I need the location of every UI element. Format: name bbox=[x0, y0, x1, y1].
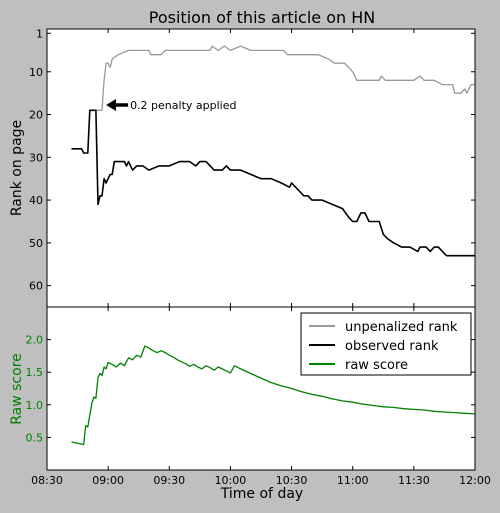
x-tick-label: 10:00 bbox=[215, 474, 247, 487]
score-panel: 0.5 1.0 1.5 2.0 08:30 09:00 09:30 10:00 10:30 11:… bbox=[26, 306, 491, 487]
y-tick-label: 50 bbox=[29, 237, 43, 250]
x-axis-label: Time of day bbox=[220, 486, 303, 502]
y-tick-label: 2.0 bbox=[26, 334, 44, 347]
y-tick-label: 30 bbox=[29, 151, 43, 164]
y-tick-label: 60 bbox=[29, 280, 43, 293]
y-tick-label: 10 bbox=[29, 66, 43, 79]
x-tick-label: 11:00 bbox=[337, 474, 369, 487]
series-line-observed-rank bbox=[71, 109, 475, 257]
x-tick-label: 11:30 bbox=[398, 474, 430, 487]
legend-label-raw-score: raw score bbox=[345, 358, 408, 373]
bottom-y-axis-label: Raw score bbox=[9, 353, 25, 425]
y-tick-label: 40 bbox=[29, 194, 43, 207]
rank-panel: 1 10 20 30 40 50 60 0.2 penalty applied bbox=[29, 27, 476, 308]
x-tick-label: 12:00 bbox=[459, 474, 491, 487]
legend-label-observed-rank: observed rank bbox=[345, 339, 439, 354]
x-tick-label: 09:30 bbox=[153, 474, 185, 487]
legend-label-unpenalized-rank: unpenalized rank bbox=[345, 320, 458, 335]
chart-title: Position of this article on HN bbox=[149, 8, 375, 27]
y-tick-label: 1 bbox=[36, 27, 43, 40]
annotation-text: 0.2 penalty applied bbox=[130, 99, 236, 112]
y-tick-label: 1.5 bbox=[26, 366, 44, 379]
series-line-raw-score bbox=[71, 345, 476, 446]
annotation-arrow-head bbox=[106, 98, 117, 111]
x-tick-label: 09:00 bbox=[92, 474, 124, 487]
rank-plot-area bbox=[47, 29, 475, 307]
series-line-unpenalized-rank bbox=[95, 45, 475, 111]
x-tick-label: 10:30 bbox=[276, 474, 308, 487]
score-plot-frame bbox=[46, 306, 476, 471]
y-tick-label: 0.5 bbox=[26, 431, 44, 444]
y-tick-label: 20 bbox=[29, 109, 43, 122]
x-tick-label: 08:30 bbox=[31, 474, 63, 487]
y-tick-label: 1.0 bbox=[26, 399, 44, 412]
top-y-axis-label: Rank on page bbox=[9, 120, 25, 216]
